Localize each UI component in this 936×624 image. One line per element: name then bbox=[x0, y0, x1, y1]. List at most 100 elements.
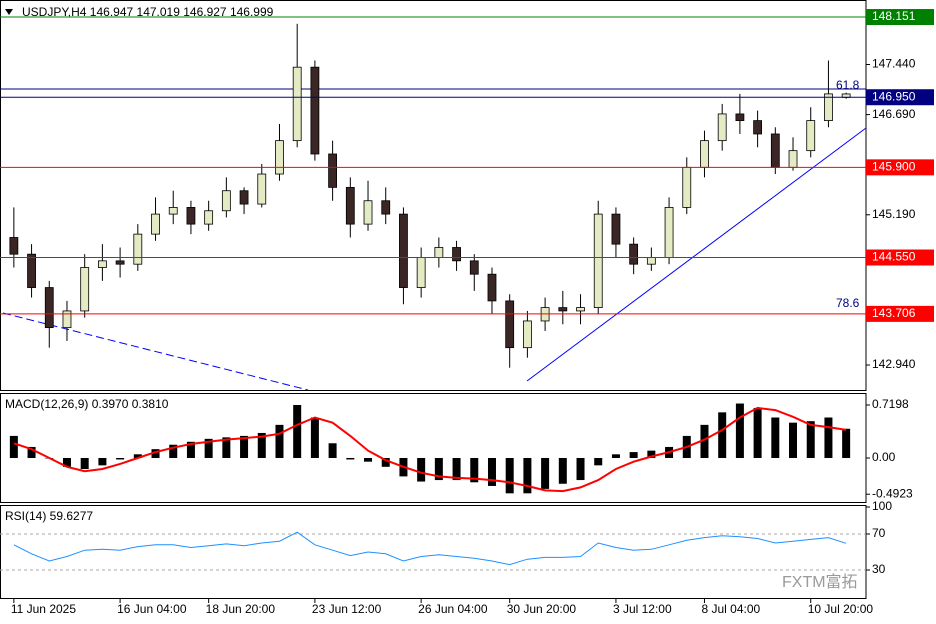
candle-body bbox=[522, 320, 532, 349]
macd-bar bbox=[470, 457, 479, 483]
macd-bar bbox=[718, 412, 727, 458]
rsi-panel bbox=[0, 505, 867, 599]
candle-body bbox=[328, 153, 338, 188]
candle-body bbox=[133, 233, 143, 265]
macd-bar bbox=[151, 449, 160, 458]
x-tick-label: 18 Jun 20:00 bbox=[206, 602, 276, 616]
candle-body bbox=[363, 200, 373, 225]
x-tick-label: 8 Jul 04:00 bbox=[701, 602, 760, 616]
candle-body bbox=[700, 140, 709, 168]
macd-bar bbox=[240, 435, 249, 458]
candle-body bbox=[487, 273, 497, 302]
candle-body bbox=[469, 260, 479, 275]
trend-line bbox=[526, 127, 867, 382]
macd-bar bbox=[487, 457, 496, 486]
candle-body bbox=[788, 150, 798, 168]
macd-bar bbox=[842, 428, 851, 458]
fib-label: 61.8 bbox=[836, 78, 860, 92]
candle-body bbox=[452, 247, 461, 262]
macd-bar bbox=[824, 417, 833, 458]
candle-body bbox=[505, 300, 515, 349]
candle-body bbox=[593, 213, 603, 308]
candle-body bbox=[221, 190, 231, 212]
y-tick-label: 30 bbox=[872, 562, 886, 576]
macd-bar bbox=[558, 457, 567, 484]
y-tick-label: 0.00 bbox=[872, 450, 896, 464]
y-tick-label: 146.690 bbox=[872, 107, 916, 121]
candle-body bbox=[292, 66, 302, 142]
macd-bar bbox=[647, 450, 656, 458]
level-label-box bbox=[866, 9, 934, 26]
candle-body bbox=[629, 243, 639, 265]
level-label: 148.151 bbox=[872, 9, 916, 23]
candle-body bbox=[646, 257, 656, 265]
y-tick-label: 142.940 bbox=[872, 357, 916, 371]
candle-body bbox=[115, 260, 125, 265]
macd-bar bbox=[62, 457, 71, 467]
candle-body bbox=[204, 210, 214, 225]
macd-bar bbox=[434, 457, 443, 481]
macd-bar bbox=[789, 422, 798, 458]
macd-bar bbox=[806, 421, 815, 458]
macd-bar bbox=[98, 457, 107, 466]
macd-bar bbox=[9, 435, 18, 458]
watermark: FXTM富拓 bbox=[782, 573, 858, 591]
macd-bar bbox=[169, 444, 178, 458]
macd-bar bbox=[576, 457, 585, 481]
x-tick-label: 16 Jun 04:00 bbox=[117, 602, 187, 616]
x-tick-label: 30 Jun 20:00 bbox=[507, 602, 577, 616]
macd-bar bbox=[116, 457, 125, 460]
candle-body bbox=[611, 213, 621, 245]
level-label: 146.950 bbox=[872, 89, 916, 103]
candle-body bbox=[345, 186, 355, 225]
fib-label: 78.6 bbox=[836, 296, 860, 310]
candle-body bbox=[682, 166, 692, 208]
candle-body bbox=[824, 93, 833, 122]
macd-bar bbox=[133, 454, 142, 458]
macd-bar bbox=[346, 457, 355, 460]
candle-body bbox=[558, 307, 568, 312]
macd-bar bbox=[735, 403, 744, 458]
x-tick-label: 3 Jul 12:00 bbox=[613, 602, 672, 616]
candle-body bbox=[168, 207, 178, 215]
macd-title: MACD(12,26,9) 0.3970 0.3810 bbox=[5, 397, 169, 411]
y-tick-label: 145.190 bbox=[872, 207, 916, 221]
macd-bar bbox=[310, 417, 319, 458]
macd-bar bbox=[275, 424, 284, 458]
macd-bar bbox=[27, 446, 36, 458]
signal-line bbox=[13, 406, 847, 493]
macd-bar bbox=[541, 457, 550, 489]
macd-bar bbox=[204, 438, 213, 458]
chart-title: USDJPY,H4 146.947 147.019 146.927 146.99… bbox=[22, 5, 274, 19]
trend-line-dashed bbox=[2, 312, 309, 391]
price-panel bbox=[0, 0, 867, 391]
candle-body bbox=[664, 207, 674, 258]
macd-bar bbox=[381, 457, 390, 467]
macd-panel bbox=[0, 393, 867, 503]
macd-bar bbox=[523, 457, 532, 494]
macd-bar bbox=[452, 457, 461, 481]
candle-body bbox=[44, 287, 54, 329]
level-label-box bbox=[866, 159, 934, 176]
y-tick-label: 70 bbox=[872, 526, 886, 540]
macd-bar bbox=[222, 437, 231, 458]
rsi-line bbox=[13, 531, 847, 566]
candle-body bbox=[770, 133, 780, 168]
x-tick-label: 11 Jun 2025 bbox=[11, 602, 76, 616]
level-label-box bbox=[866, 305, 934, 322]
candle-body bbox=[381, 200, 391, 215]
macd-bar bbox=[594, 457, 603, 466]
macd-bar bbox=[505, 457, 514, 494]
candle-body bbox=[27, 253, 36, 288]
macd-bar bbox=[417, 457, 426, 482]
candle-body bbox=[9, 237, 19, 255]
macd-bar bbox=[257, 432, 266, 458]
candle-body bbox=[80, 267, 90, 312]
candle-body bbox=[806, 120, 816, 152]
candle-body bbox=[576, 307, 585, 312]
macd-bar bbox=[186, 441, 195, 458]
x-tick-label: 26 Jun 04:00 bbox=[418, 602, 488, 616]
candle-body bbox=[310, 66, 320, 155]
